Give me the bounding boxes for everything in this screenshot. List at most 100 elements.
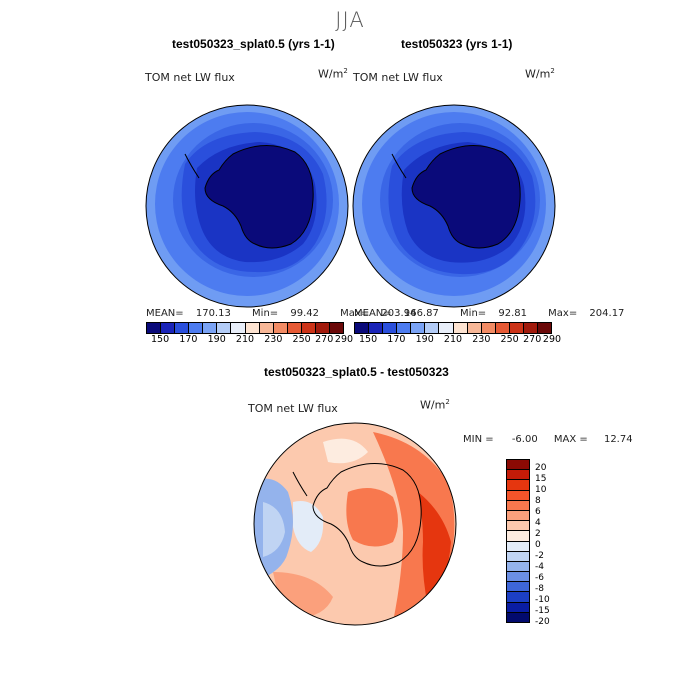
colorbar-swatch <box>397 323 412 333</box>
cb2-tick: 190 <box>415 334 434 345</box>
map2-border <box>352 104 556 308</box>
diff-units: W/m2 <box>420 398 450 412</box>
colorbar-swatch <box>330 323 344 333</box>
cb2-tick: 150 <box>358 334 378 345</box>
colorbar-swatch <box>507 531 529 542</box>
colorbar-swatch <box>507 561 529 573</box>
colorbar-swatch <box>507 612 529 622</box>
cb2-tick: 250 <box>500 334 519 345</box>
cb3-tick: -2 <box>535 551 544 561</box>
colorbar-swatch <box>507 480 529 491</box>
colorbar-swatch <box>439 323 454 333</box>
cb1-tick: 230 <box>264 334 283 345</box>
map1-antarctica <box>204 144 314 249</box>
colorbar-swatch <box>315 323 331 333</box>
cb3-tick: 8 <box>535 496 541 506</box>
colorbar-swatch <box>523 323 539 333</box>
colorbar-swatch <box>507 460 529 471</box>
panel1-stats: MEAN= 170.13 Min= 99.42 Max= 203.94 <box>146 308 417 319</box>
colorbar-panel2-labels: 150 170 190 210 230 250 270 290 <box>354 334 561 346</box>
panel2-variable: TOM net LW flux <box>353 71 443 84</box>
cb2-tick: 290 <box>542 334 562 345</box>
cb3-tick: 15 <box>535 474 547 484</box>
diff-pos-center <box>346 488 398 547</box>
map-diff <box>253 422 457 626</box>
cb1-tick: 270 <box>315 334 334 345</box>
cb3-tick: -4 <box>535 562 544 572</box>
colorbar-panel1-labels: 150 170 190 210 230 250 270 290 <box>146 334 353 346</box>
map1-peninsula <box>184 153 200 179</box>
cb3-tick: -8 <box>535 584 544 594</box>
cb3-tick: -6 <box>535 573 544 583</box>
colorbar-swatch <box>507 551 529 562</box>
colorbar-panel2: 150 170 190 210 230 250 270 290 <box>354 322 561 346</box>
diff-minmax: MIN = -6.00 MAX = 12.74 <box>463 434 633 445</box>
cb1-tick: 250 <box>292 334 311 345</box>
colorbar-swatch <box>507 470 529 481</box>
cb2-tick: 230 <box>472 334 491 345</box>
panel1-variable: TOM net LW flux <box>145 71 235 84</box>
colorbar-swatch <box>507 521 529 532</box>
colorbar-swatch <box>507 490 529 501</box>
colorbar-swatch <box>273 323 288 333</box>
cb2-tick: 210 <box>443 334 463 345</box>
diff-light-north <box>323 438 368 464</box>
cb3-tick: -10 <box>535 595 550 605</box>
cb2-tick: 270 <box>523 334 542 345</box>
map-panel2 <box>352 104 556 308</box>
colorbar-swatch <box>287 323 302 333</box>
colorbar-swatch <box>147 323 162 333</box>
colorbar-swatch <box>175 323 190 333</box>
diff-antarctica-outline <box>312 462 422 567</box>
colorbar-swatch <box>507 510 529 522</box>
panel2-stats: MEAN= 166.87 Min= 92.81 Max= 204.17 <box>354 308 625 319</box>
colorbar-swatch <box>369 323 384 333</box>
colorbar-swatch <box>467 323 482 333</box>
colorbar-swatch <box>189 323 204 333</box>
diff-neg-west-inner <box>263 502 285 557</box>
colorbar-swatch <box>355 323 370 333</box>
panel2-units: W/m2 <box>525 67 555 81</box>
colorbar-swatch <box>411 323 426 333</box>
colorbar-swatch <box>383 323 398 333</box>
colorbar-swatch <box>495 323 510 333</box>
colorbar-swatch <box>301 323 316 333</box>
panel2-title: test050323 (yrs 1-1) <box>401 37 513 51</box>
cb1-tick: 150 <box>150 334 170 345</box>
colorbar-swatch <box>538 323 552 333</box>
cb3-tick: 10 <box>535 485 547 495</box>
colorbar-swatch <box>507 500 529 511</box>
map2-antarctica <box>411 144 521 249</box>
map2-peninsula <box>391 153 407 179</box>
cb1-tick: 190 <box>207 334 226 345</box>
colorbar-swatch <box>245 323 260 333</box>
colorbar-swatch <box>507 572 529 583</box>
cb3-tick: 4 <box>535 518 541 528</box>
colorbar-swatch <box>507 541 529 552</box>
colorbar-swatch <box>161 323 176 333</box>
colorbar-swatch <box>203 323 218 333</box>
diff-border <box>253 422 457 626</box>
colorbar-panel1: 150 170 190 210 230 250 270 290 <box>146 322 353 346</box>
cb3-tick: 2 <box>535 529 541 539</box>
cb1-tick: 170 <box>179 334 198 345</box>
colorbar-swatch <box>507 592 529 603</box>
diff-peninsula <box>292 471 308 497</box>
colorbar-swatch <box>507 602 529 613</box>
colorbar-swatch <box>259 323 274 333</box>
diff-variable: TOM net LW flux <box>248 402 338 415</box>
colorbar-swatch <box>425 323 440 333</box>
colorbar-swatch <box>231 323 246 333</box>
diff-title: test050323_splat0.5 - test050323 <box>264 365 449 379</box>
colorbar-diff-swatches <box>506 459 530 623</box>
cb3-tick: -20 <box>535 617 550 627</box>
colorbar-swatch <box>217 323 232 333</box>
cb1-tick: 210 <box>235 334 255 345</box>
colorbar-diff-labels: 20 15 10 8 6 4 2 0 -2 -4 -6 -8 -10 -15 -… <box>535 459 565 627</box>
colorbar-swatch <box>507 582 529 593</box>
cb3-tick: -15 <box>535 606 550 616</box>
colorbar-panel1-swatches <box>146 322 344 334</box>
panel1-title: test050323_splat0.5 (yrs 1-1) <box>172 37 335 51</box>
map1-border <box>145 104 349 308</box>
cb1-tick: 290 <box>334 334 354 345</box>
